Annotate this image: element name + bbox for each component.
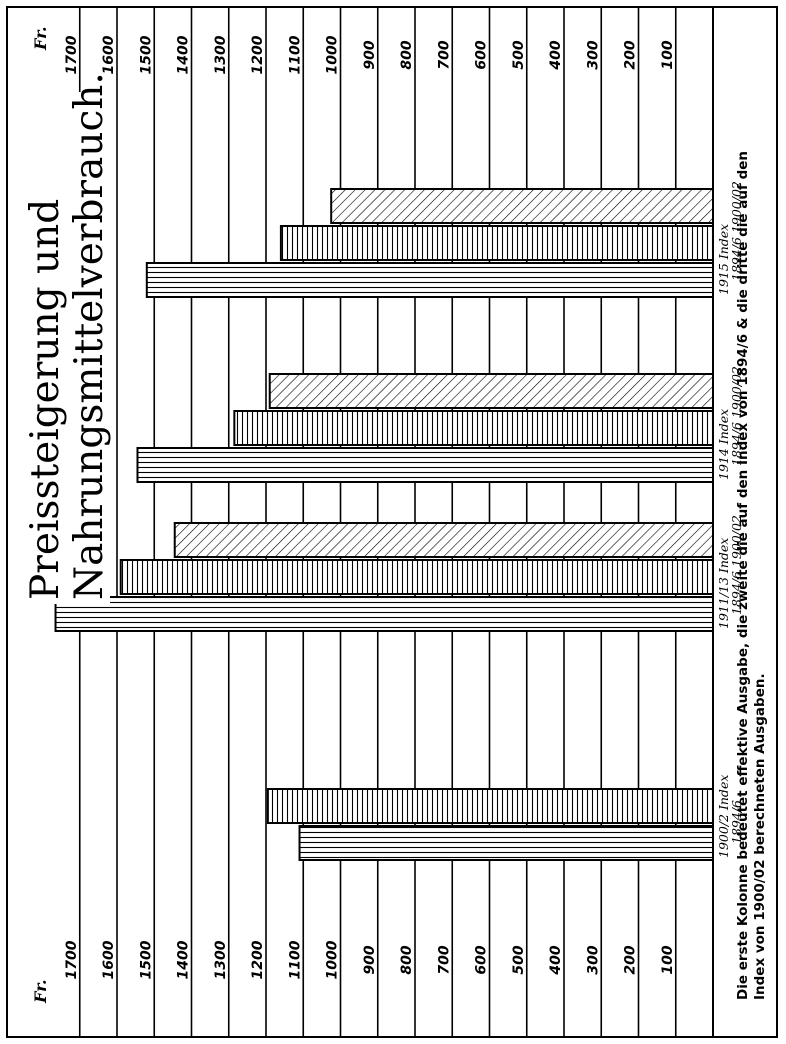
tick-label-bottom: 1700 — [64, 940, 80, 979]
tick-label-bottom: 700 — [436, 945, 452, 974]
tick-label-bottom: 1100 — [287, 940, 303, 979]
category-label-line1: 1900/2 Index — [716, 775, 731, 858]
tick-label-top: 200 — [623, 40, 639, 69]
tick-label-top: 1000 — [325, 35, 341, 74]
bar-index_1894_6 — [119, 559, 715, 595]
tick-labels-layer: 1700 1700 1600 1600 1500 1500 1400 1400 1300 1300… — [64, 35, 676, 979]
tick-label-top: 600 — [474, 40, 490, 69]
category-label-line2: 1894/6 1900/02 — [729, 366, 744, 466]
category-label-line1: 1915 Index — [716, 224, 731, 295]
tick-label-bottom: 500 — [511, 945, 527, 974]
unit-label-bottom: Fr. — [31, 979, 50, 1004]
tick-label-top: 1600 — [101, 35, 117, 74]
footnote-line1: Die erste Kolonne bedeutet effektive Aus… — [735, 151, 751, 1000]
tick-label-bottom: 1200 — [250, 940, 266, 979]
bar-index_1900_02 — [173, 522, 715, 558]
footnote-line2: Index von 1900/02 berechneten Ausgaben. — [752, 673, 768, 1000]
tick-label-top: 400 — [548, 40, 564, 70]
tick-label-bottom: 900 — [362, 945, 378, 974]
bars-layer — [54, 188, 715, 861]
tick-label-top: 500 — [511, 40, 527, 69]
bar-index_1894_6 — [266, 788, 714, 824]
tick-label-bottom: 1400 — [176, 940, 192, 979]
tick-label-bottom: 1600 — [101, 940, 117, 979]
chart-title-line2: Nahrungsmittelverbrauch. — [67, 72, 112, 600]
tick-label-bottom: 400 — [548, 945, 564, 975]
bar-effektiv — [136, 447, 715, 483]
tick-label-bottom: 1300 — [213, 940, 229, 979]
bar-index_1894_6 — [233, 410, 714, 446]
category-label-line1: 1914 Index — [716, 409, 731, 480]
tick-label-bottom: 300 — [585, 945, 601, 974]
tick-label-top: 1100 — [287, 35, 303, 74]
tick-label-top: 100 — [660, 40, 676, 69]
bar-effektiv — [298, 825, 714, 861]
tick-label-top: 1200 — [250, 35, 266, 74]
bar-index_1900_02 — [330, 188, 714, 224]
tick-label-top: 700 — [436, 40, 452, 69]
tick-label-bottom: 800 — [399, 945, 415, 974]
category-label-line2: 1894/6 1900/02 — [729, 515, 744, 615]
tick-label-bottom: 1000 — [325, 940, 341, 979]
bar-index_1900_02 — [268, 373, 714, 409]
tick-label-top: 900 — [362, 40, 378, 69]
tick-label-top: 1500 — [138, 35, 154, 74]
tick-label-bottom: 100 — [660, 945, 676, 974]
title-backing — [18, 92, 110, 604]
tick-label-top: 300 — [585, 40, 601, 69]
tick-label-top: 1700 — [64, 35, 80, 74]
category-label-line2: 1894/6 1900/02 — [729, 181, 744, 281]
category-label-line1: 1911/13 Index — [716, 538, 731, 629]
tick-label-top: 800 — [399, 40, 415, 69]
tick-label-bottom: 600 — [474, 945, 490, 974]
tick-label-top: 1400 — [176, 35, 192, 74]
chart-title-line1: Preissteigerung und — [23, 199, 68, 600]
chart-frame — [6, 6, 778, 1038]
tick-label-top: 1300 — [213, 35, 229, 74]
category-label-line2: 1894/6 — [729, 800, 744, 844]
bar-index_1894_6 — [279, 225, 714, 261]
bar-effektiv — [54, 596, 715, 632]
unit-label-top: Fr. — [31, 26, 50, 51]
tick-label-bottom: 1500 — [138, 940, 154, 979]
tick-label-bottom: 200 — [623, 945, 639, 974]
bar-effektiv — [145, 262, 715, 298]
